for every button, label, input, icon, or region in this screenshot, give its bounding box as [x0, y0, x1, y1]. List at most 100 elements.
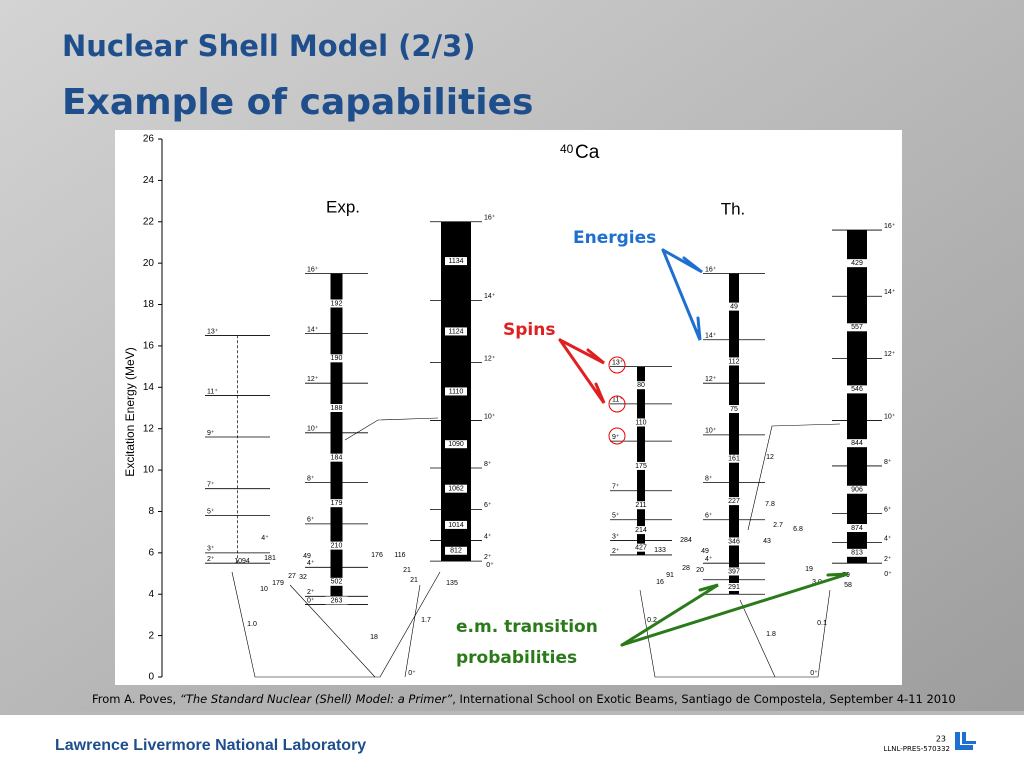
- transition-box: [445, 257, 467, 266]
- transition-label: 32: [299, 574, 307, 581]
- transition-label: 263: [331, 597, 343, 604]
- spin-label: 8⁺: [307, 475, 315, 482]
- annotation-energies: Energies: [573, 228, 656, 248]
- transition-box: [846, 323, 868, 332]
- transition-label: 6.8: [793, 526, 803, 533]
- spin-label: 2⁺: [612, 548, 620, 555]
- transition-box: [723, 497, 745, 506]
- transition-box: [846, 259, 868, 268]
- transition-label: 906: [851, 487, 863, 494]
- transition-label: 112: [728, 358, 739, 365]
- spin-label: 16⁺: [705, 266, 717, 273]
- y-tick-label: 6: [148, 547, 154, 558]
- transition-label: 161: [728, 456, 740, 463]
- spin-label: 6⁺: [307, 517, 315, 524]
- transition-box: [325, 404, 348, 412]
- spin-label: 12⁺: [307, 376, 319, 383]
- transition-box: [325, 596, 348, 605]
- transition-label: 176: [371, 552, 383, 559]
- transition-label: 0⁺: [408, 670, 416, 677]
- transition-box: [846, 385, 868, 394]
- transition-label: 20: [696, 567, 704, 574]
- spin-label: 16⁺: [884, 223, 896, 230]
- transition-box: [723, 302, 745, 311]
- spin-label: 14⁺: [484, 293, 496, 300]
- transition-label: 116: [394, 552, 405, 559]
- transition-label: 1090: [448, 441, 464, 448]
- transition-box: [445, 440, 467, 449]
- decay-line: [344, 417, 439, 441]
- title: Nuclear Shell Model (2/3): [62, 29, 476, 63]
- spin-label: 6⁺: [484, 502, 492, 509]
- spin-label: 3⁺: [207, 546, 215, 553]
- spin-label: 12⁺: [884, 351, 896, 358]
- citation-suffix: , International School on Exotic Beams, …: [452, 692, 956, 706]
- spin-label: 4⁺: [307, 560, 315, 567]
- transition-label: 1110: [449, 388, 464, 395]
- spin-label: 10⁺: [307, 426, 319, 433]
- y-tick-label: 10: [143, 465, 155, 476]
- spin-label: 12⁺: [705, 376, 717, 383]
- y-tick-label: 12: [143, 423, 155, 434]
- transition-label: 27: [288, 573, 296, 580]
- y-tick-label: 2: [148, 630, 154, 641]
- transition-box: [630, 501, 652, 510]
- spin-label: 13⁺: [612, 359, 624, 366]
- y-tick-label: 14: [143, 382, 155, 393]
- lab-logo: [955, 732, 976, 750]
- citation-prefix: From A. Poves,: [92, 692, 180, 706]
- transition-label: 175: [635, 463, 647, 470]
- transition-box: [723, 537, 745, 546]
- decay-line: [289, 584, 376, 678]
- y-tick-label: 20: [143, 258, 155, 269]
- transition-label: 1.0: [247, 621, 257, 628]
- transition-label: 812: [450, 548, 462, 555]
- transition-label: 0⁺: [486, 562, 494, 569]
- transition-label: 10: [260, 586, 268, 593]
- transition-label: 227: [728, 498, 740, 505]
- spin-label: 7⁺: [612, 484, 620, 491]
- transition-box: [445, 484, 467, 493]
- transition-label: 18: [370, 634, 378, 641]
- transition-label: 12: [766, 454, 774, 461]
- spin-label: 12⁺: [484, 355, 496, 362]
- arrow: [661, 248, 703, 274]
- transition-label: 192: [331, 300, 343, 307]
- transition-label: 1.7: [421, 617, 431, 624]
- annotation-spins: Spins: [503, 320, 555, 340]
- transition-box: [445, 546, 467, 555]
- transition-label: 181: [264, 555, 276, 562]
- transition-label: 19: [805, 566, 813, 573]
- annotation-em: e.m. transition: [456, 617, 598, 637]
- citation: From A. Poves, “The Standard Nuclear (Sh…: [92, 692, 956, 706]
- transition-label: 502: [331, 579, 343, 586]
- transition-box: [630, 381, 652, 390]
- citation-title: “The Standard Nuclear (Shell) Model: a P…: [180, 692, 453, 706]
- transition-box: [325, 453, 348, 462]
- spin-label: 3⁺: [612, 533, 620, 540]
- transition-label: 284: [680, 537, 692, 544]
- spin-label: 4⁺: [484, 533, 492, 540]
- spin-label: 14⁺: [307, 326, 319, 333]
- footer-bar: [0, 715, 1024, 768]
- transition-label: 75: [730, 406, 738, 413]
- annotation-em: probabilities: [456, 648, 577, 668]
- y-tick-label: 16: [143, 341, 155, 352]
- spin-label: 11⁺: [612, 397, 623, 404]
- transition-label: 190: [331, 355, 343, 362]
- transition-label: 429: [851, 260, 863, 267]
- transition-label: 179: [331, 500, 343, 507]
- y-tick-label: 0: [148, 672, 154, 683]
- spin-label: 9⁺: [207, 430, 215, 437]
- spin-label: 4⁺: [884, 535, 892, 542]
- transition-label: 0⁺: [810, 670, 818, 677]
- figure-panel: [115, 130, 902, 685]
- spin-label: 16⁺: [484, 215, 496, 222]
- y-tick-label: 24: [143, 175, 155, 186]
- transition-label: 133: [654, 547, 666, 554]
- panel-label: Exp.: [326, 197, 360, 216]
- spin-label: 5⁺: [612, 513, 620, 520]
- spin-label: 2⁺: [207, 556, 215, 563]
- spin-label: 4⁺: [705, 556, 713, 563]
- subtitle: Example of capabilities: [62, 82, 533, 123]
